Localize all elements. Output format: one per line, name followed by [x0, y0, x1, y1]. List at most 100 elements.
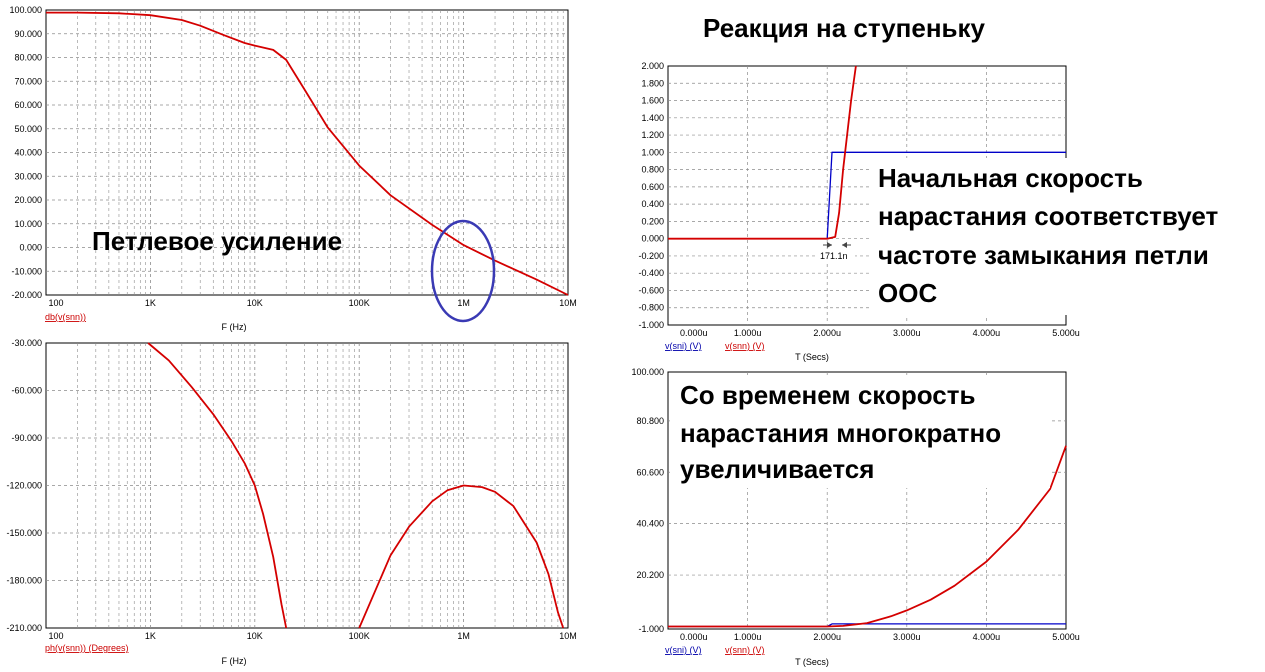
step-y-tick-label: 1.800 [641, 78, 664, 88]
gain-y-tick-label: 80.000 [14, 53, 42, 63]
step-y-tick-label: 0.800 [641, 165, 664, 175]
step-y-tick-label: 0.400 [641, 199, 664, 209]
gain-x-axis-label: F (Hz) [222, 322, 247, 332]
phase-x-tick-label: 10M [559, 631, 577, 641]
step-long-y-tick-label: 60.600 [636, 467, 664, 477]
step-y-tick-label: 0.600 [641, 182, 664, 192]
step-series-output-line [668, 65, 857, 240]
step-long-series-output-line [668, 445, 1067, 628]
step-y-tick-label: -0.800 [638, 303, 664, 313]
step-y-tick-label: 0.200 [641, 216, 664, 226]
phase-x-tick-label: 1K [145, 631, 156, 641]
initial-rate-note: Начальная скорость нарастания соответств… [870, 158, 1265, 315]
step-long-y-tick-label: 80.800 [636, 416, 664, 426]
phase-y-tick-label: -90.000 [11, 433, 42, 443]
gain-x-tick-label: 100K [349, 298, 370, 308]
initial-rate-note-bg [870, 158, 1265, 315]
step-long-y-tick-label: 100.000 [631, 367, 664, 377]
step-y-tick-label: -0.600 [638, 285, 664, 295]
phase-x-tick-label: 100 [48, 631, 63, 641]
later-rate-note: Со временем скорость нарастания многокра… [670, 376, 1050, 488]
loop-phase-chart: -30.000 -60.000 -90.000 -120.000 -150.000 -18… [6, 338, 576, 666]
gain-y-tick-label: 100.000 [9, 5, 42, 15]
gain-y-tick-label: 40.000 [14, 148, 42, 158]
phase-series-output-line-1 [147, 342, 288, 629]
phase-legend-entry: ph(v(snn)) (Degrees) [45, 643, 129, 653]
step-y-tick-label: 1.400 [641, 113, 664, 123]
step-long-x-tick-label: 1.000u [734, 632, 762, 642]
step-long-x-tick-label: 4.000u [973, 632, 1001, 642]
gain-gridlines [46, 10, 568, 295]
step-long-y-tick-label: 20.200 [636, 570, 664, 580]
step-y-tick-label: 0.000 [641, 234, 664, 244]
gain-y-tick-label: -20.000 [11, 290, 42, 300]
phase-y-tick-label: -30.000 [11, 338, 42, 348]
phase-y-tick-label: -150.000 [6, 528, 42, 538]
gain-y-tick-label: 90.000 [14, 29, 42, 39]
gain-y-tick-label: -10.000 [11, 266, 42, 276]
gain-y-tick-label: 60.000 [14, 100, 42, 110]
step-legend-entry: v(snn) (V) [725, 341, 765, 351]
gain-y-tick-label: 70.000 [14, 76, 42, 86]
gain-x-tick-label: 1K [145, 298, 156, 308]
initial-rate-line-2: нарастания соответствует [878, 201, 1218, 231]
gain-y-tick-label: 0.000 [19, 243, 42, 253]
step-response-title: Реакция на ступеньку [703, 13, 986, 43]
step-y-tick-label: 1.000 [641, 147, 664, 157]
crossover-highlight-circle [430, 219, 496, 323]
later-rate-line-2: нарастания многократно [680, 418, 1001, 448]
phase-y-tick-label: -60.000 [11, 386, 42, 396]
step-long-x-tick-label: 0.000u [680, 632, 708, 642]
step-y-tick-label: -1.000 [638, 320, 664, 330]
gain-y-tick-label: 50.000 [14, 124, 42, 134]
loop-gain-chart: 100.000 90.000 80.000 70.000 60.000 50.000 40.… [9, 5, 576, 332]
step-x-tick-label: 1.000u [734, 328, 762, 338]
phase-y-tick-label: -120.000 [6, 481, 42, 491]
loop-gain-label: Петлевое усиление [92, 226, 342, 256]
step-y-tick-label: -0.200 [638, 251, 664, 261]
step-y-tick-label: 2.000 [641, 61, 664, 71]
initial-rate-line-1: Начальная скорость [878, 163, 1143, 193]
later-rate-line-1: Со временем скорость [680, 380, 975, 410]
gain-x-tick-label: 10M [559, 298, 577, 308]
step-legend-entry: v(sni) (V) [665, 341, 702, 351]
delay-marker-label: 171.1n [820, 251, 848, 261]
later-rate-note-bg [670, 376, 1050, 488]
step-long-x-axis-label: T (Secs) [795, 657, 829, 667]
step-x-tick-label: 3.000u [893, 328, 921, 338]
step-y-tick-label: 1.200 [641, 130, 664, 140]
initial-rate-line-4: ООС [878, 278, 937, 308]
phase-x-tick-label: 10K [247, 631, 263, 641]
step-long-x-tick-label: 5.000u [1052, 632, 1080, 642]
gain-legend-entry: db(v(snn)) [45, 312, 86, 322]
initial-rate-line-3: частоте замыкания петли [878, 240, 1209, 270]
phase-x-tick-label: 1M [457, 631, 470, 641]
later-rate-line-3: увеличивается [680, 454, 874, 484]
phase-y-tick-label: -210.000 [6, 623, 42, 633]
step-y-tick-label: 1.600 [641, 96, 664, 106]
step-y-tick-label: -0.400 [638, 268, 664, 278]
gain-x-tick-label: 1M [457, 298, 470, 308]
step-long-x-tick-label: 3.000u [893, 632, 921, 642]
step-x-tick-label: 4.000u [973, 328, 1001, 338]
step-long-legend-entry: v(snn) (V) [725, 645, 765, 655]
phase-y-tick-label: -180.000 [6, 576, 42, 586]
step-x-tick-label: 5.000u [1052, 328, 1080, 338]
gain-y-tick-label: 20.000 [14, 195, 42, 205]
gain-series-output-line [46, 11, 569, 296]
step-long-y-tick-label: 40.400 [636, 519, 664, 529]
step-x-tick-label: 2.000u [813, 328, 841, 338]
phase-x-axis-label: F (Hz) [222, 656, 247, 666]
phase-gridlines [46, 343, 568, 628]
gain-y-tick-label: 30.000 [14, 171, 42, 181]
gain-x-tick-label: 10K [247, 298, 263, 308]
step-x-tick-label: 0.000u [680, 328, 708, 338]
step-long-y-tick-label: -1.000 [638, 624, 664, 634]
step-long-x-tick-label: 2.000u [813, 632, 841, 642]
delay-marker: 171.1n [817, 242, 855, 261]
gain-y-tick-label: 10.000 [14, 219, 42, 229]
phase-series-output-line-2 [358, 484, 565, 629]
phase-x-tick-label: 100K [349, 631, 370, 641]
gain-x-tick-label: 100 [48, 298, 63, 308]
